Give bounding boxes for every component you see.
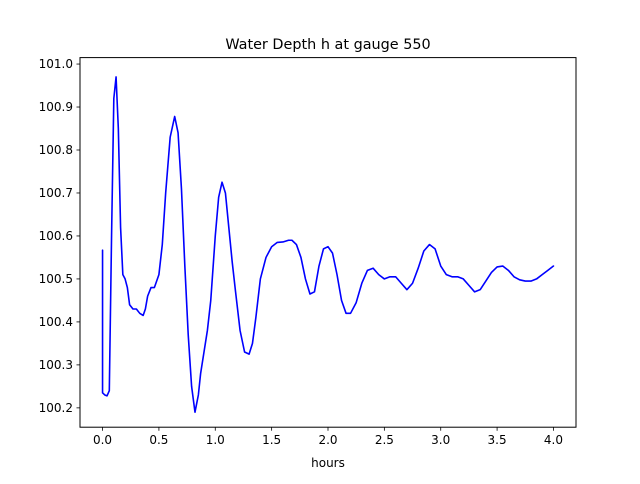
- chart-title: Water Depth h at gauge 550: [225, 37, 430, 53]
- y-tick-label: 100.9: [39, 100, 73, 114]
- x-tick-label: 4.0: [544, 433, 563, 447]
- series-line: [101, 76, 555, 413]
- y-tick-label: 100.8: [39, 143, 73, 157]
- x-axis: 0.0 0.5 1.0 1.5 2.0 2.5 3.0 3.5 4.0: [93, 427, 563, 447]
- x-tick-label: 1.5: [262, 433, 281, 447]
- y-tick-label: 100.5: [39, 272, 73, 286]
- y-tick-label: 100.6: [39, 229, 73, 243]
- x-tick-label: 2.0: [318, 433, 337, 447]
- x-tick-label: 0.5: [149, 433, 168, 447]
- x-tick-label: 3.0: [431, 433, 450, 447]
- x-tick-label: 3.5: [488, 433, 507, 447]
- x-tick-label: 1.0: [206, 433, 225, 447]
- plot-area: [101, 76, 555, 413]
- x-axis-label: hours: [311, 456, 345, 470]
- y-axis: 100.2 100.3 100.4 100.5 100.6 100.7 100.8 100.9…: [39, 57, 80, 415]
- y-tick-label: 100.2: [39, 401, 73, 415]
- y-tick-label: 100.3: [39, 358, 73, 372]
- x-tick-label: 2.5: [375, 433, 394, 447]
- x-tick-label: 0.0: [93, 433, 112, 447]
- y-tick-label: 101.0: [39, 57, 73, 71]
- y-tick-label: 100.7: [39, 186, 73, 200]
- y-tick-label: 100.4: [39, 315, 73, 329]
